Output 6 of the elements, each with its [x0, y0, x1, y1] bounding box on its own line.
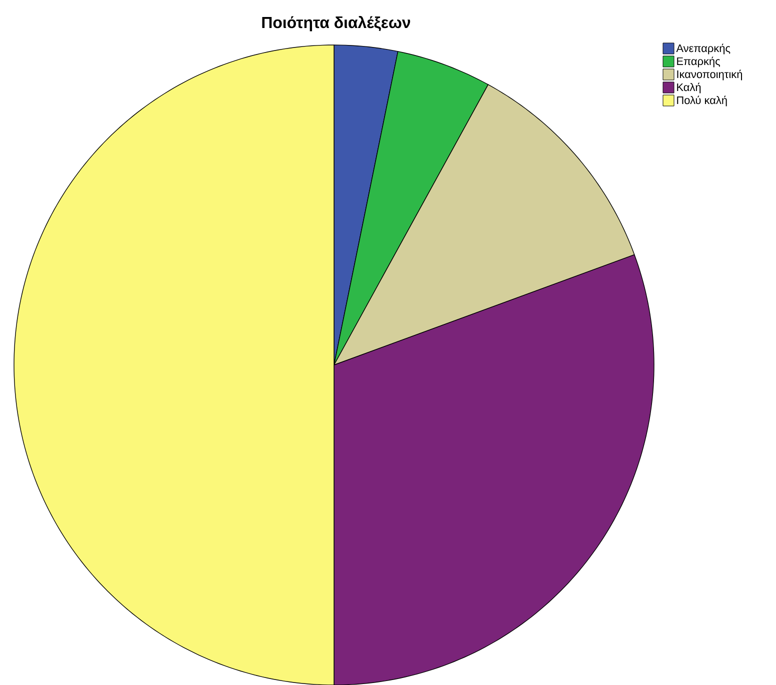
legend-label: Ικανοποιητική — [677, 70, 742, 80]
legend-label: Επαρκής — [677, 56, 720, 68]
legend-label: Πολύ καλή — [677, 96, 727, 106]
legend-label: Ανεπαρκής — [676, 44, 730, 54]
chart-title: Ποιότητα διαλέξεων — [262, 16, 410, 32]
legend-label: Καλή — [677, 82, 701, 94]
